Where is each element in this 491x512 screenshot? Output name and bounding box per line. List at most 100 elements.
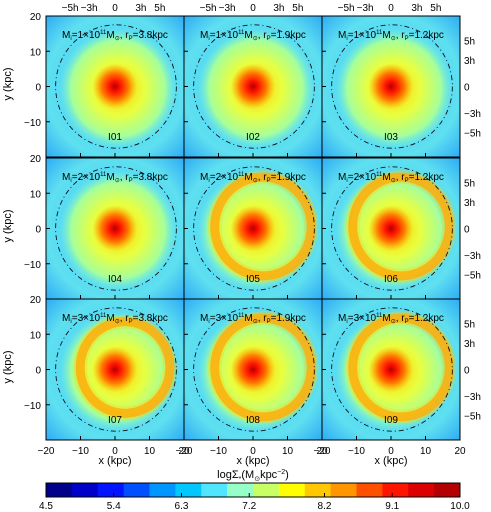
y-tick-label: 0 bbox=[35, 83, 41, 94]
top-tick-label: 5h bbox=[154, 3, 165, 14]
panel-id-label: I02 bbox=[246, 132, 260, 143]
y-tick-label: −10 bbox=[24, 260, 41, 271]
panel-id-label: I06 bbox=[384, 274, 398, 285]
right-tick-label: 3h bbox=[464, 339, 475, 350]
x-tick-label: 10 bbox=[420, 446, 432, 457]
colorbar-swatch bbox=[227, 483, 254, 497]
panel-mass-label: Mi=3×1011M⊙, rP=3.8kpc bbox=[62, 313, 168, 325]
right-tick-label: −3h bbox=[464, 109, 481, 120]
top-tick-label: 5h bbox=[292, 3, 303, 14]
x-tick-label: −10 bbox=[210, 446, 227, 457]
colorbar-frame bbox=[45, 482, 461, 498]
right-tick-label: 3h bbox=[464, 198, 475, 209]
x-tick-label: 20 bbox=[178, 446, 190, 457]
colorbar-swatch bbox=[201, 483, 228, 497]
colorbar-swatch bbox=[382, 483, 409, 497]
y-axis-label-middle: y (kpc) bbox=[2, 210, 14, 243]
colorbar-label-main: logΣ bbox=[217, 469, 239, 481]
right-tick-label: −3h bbox=[464, 251, 481, 262]
density-map-I05 bbox=[184, 158, 322, 299]
top-tick-label: 0 bbox=[250, 3, 256, 14]
x-axis-label-right: x (kpc) bbox=[375, 455, 408, 467]
density-map-I02 bbox=[184, 16, 322, 157]
colorbar-swatch bbox=[330, 483, 357, 497]
density-map-I04 bbox=[46, 158, 184, 299]
panel-mass-label: Mi=2×1011M⊙, rP=1.9kpc bbox=[200, 172, 306, 184]
right-tick-label: 5h bbox=[464, 37, 475, 48]
top-tick-label: −5h bbox=[200, 3, 217, 14]
top-tick-label: −5h bbox=[62, 3, 79, 14]
y-tick-label: −10 bbox=[24, 118, 41, 129]
colorbar-swatch bbox=[149, 483, 176, 497]
colorbar-swatch bbox=[97, 483, 125, 497]
top-tick-label: −3h bbox=[357, 3, 374, 14]
x-tick-label: −20 bbox=[314, 446, 331, 457]
colorbar-label-exp: −2 bbox=[277, 469, 285, 476]
panel-mass-label: Mi=1×1011M⊙, rP=1.9kpc bbox=[200, 30, 306, 42]
y-tick-label: 10 bbox=[30, 47, 42, 58]
y-tick-label: 0 bbox=[35, 366, 41, 377]
density-map-I03 bbox=[322, 16, 460, 157]
colorbar-tick-label: 6.3 bbox=[175, 501, 189, 512]
colorbar: 4.5 5.4 6.3 7.2 8.2 9.1 10.0 bbox=[39, 482, 470, 512]
density-map-I06 bbox=[322, 158, 460, 299]
colorbar-label-sub: * bbox=[239, 476, 242, 483]
y-tick-label: 20 bbox=[30, 154, 42, 165]
x-tick-label: 10 bbox=[282, 446, 294, 457]
colorbar-label-sun: ⊙ bbox=[254, 476, 260, 483]
top-tick-label: 3h bbox=[411, 3, 422, 14]
colorbar-label-close: ) bbox=[285, 469, 289, 481]
colorbar-swatch bbox=[434, 483, 461, 497]
y-tick-label: 10 bbox=[30, 189, 42, 200]
colorbar-swatch bbox=[46, 483, 73, 497]
right-tick-label: 0 bbox=[464, 225, 470, 236]
panel-id-label: I03 bbox=[384, 132, 398, 143]
panel-id-label: I01 bbox=[108, 132, 122, 143]
right-tick-label: 0 bbox=[464, 83, 470, 94]
top-tick-label: 3h bbox=[273, 3, 284, 14]
colorbar-tick-label: 9.1 bbox=[385, 501, 399, 512]
panel-id-label: I07 bbox=[108, 415, 122, 426]
right-tick-label: 5h bbox=[464, 320, 475, 331]
top-tick-label: 0 bbox=[388, 3, 394, 14]
panel-id-label: I05 bbox=[246, 274, 260, 285]
x-tick-label: −20 bbox=[38, 446, 55, 457]
panel-mass-label: Mi=2×1011M⊙, rP=3.8kpc bbox=[62, 172, 168, 184]
colorbar-swatch bbox=[253, 483, 280, 497]
x-tick-label: 0 bbox=[250, 446, 256, 457]
colorbar-label-kpc: kpc bbox=[260, 469, 278, 481]
colorbar-swatch bbox=[408, 483, 435, 497]
colorbar-tick-label: 8.2 bbox=[318, 501, 332, 512]
panel-id-label: I08 bbox=[246, 415, 260, 426]
right-tick-label: 0 bbox=[464, 366, 470, 377]
right-tick-label: 3h bbox=[464, 56, 475, 67]
top-tick-label: −5h bbox=[338, 3, 355, 14]
x-axis-label-center: x (kpc) bbox=[237, 455, 270, 467]
panel-id-label: I09 bbox=[384, 415, 398, 426]
density-map-I08 bbox=[184, 299, 322, 440]
density-map-I01 bbox=[46, 16, 184, 157]
right-tick-label: −5h bbox=[464, 128, 481, 139]
right-tick-label: −5h bbox=[464, 411, 481, 422]
panel-mass-label: Mi=1×1011M⊙, rP=3.8kpc bbox=[62, 30, 168, 42]
x-tick-label: −10 bbox=[72, 446, 89, 457]
panel-id-label: I04 bbox=[108, 274, 122, 285]
density-map-I07 bbox=[46, 299, 184, 440]
y-tick-label: 0 bbox=[35, 225, 41, 236]
colorbar-swatch bbox=[175, 483, 202, 497]
right-tick-label: 5h bbox=[464, 179, 475, 190]
panel-mass-label: Mi=3×1011M⊙, rP=1.2kpc bbox=[338, 313, 444, 325]
x-tick-label: 20 bbox=[316, 446, 328, 457]
colorbar-swatch bbox=[278, 483, 306, 497]
top-tick-label: 5h bbox=[430, 3, 441, 14]
top-tick-label: 0 bbox=[112, 3, 118, 14]
right-tick-label: −5h bbox=[464, 270, 481, 281]
y-tick-label: 10 bbox=[30, 330, 42, 341]
right-tick-label: −3h bbox=[464, 392, 481, 403]
y-axis-label-top: y (kpc) bbox=[2, 68, 14, 101]
panel-mass-label: Mi=1×1011M⊙, rP=1.2kpc bbox=[338, 30, 444, 42]
colorbar-swatch bbox=[304, 483, 332, 497]
colorbar-label: logΣ*(M⊙kpc−2) bbox=[217, 469, 289, 483]
